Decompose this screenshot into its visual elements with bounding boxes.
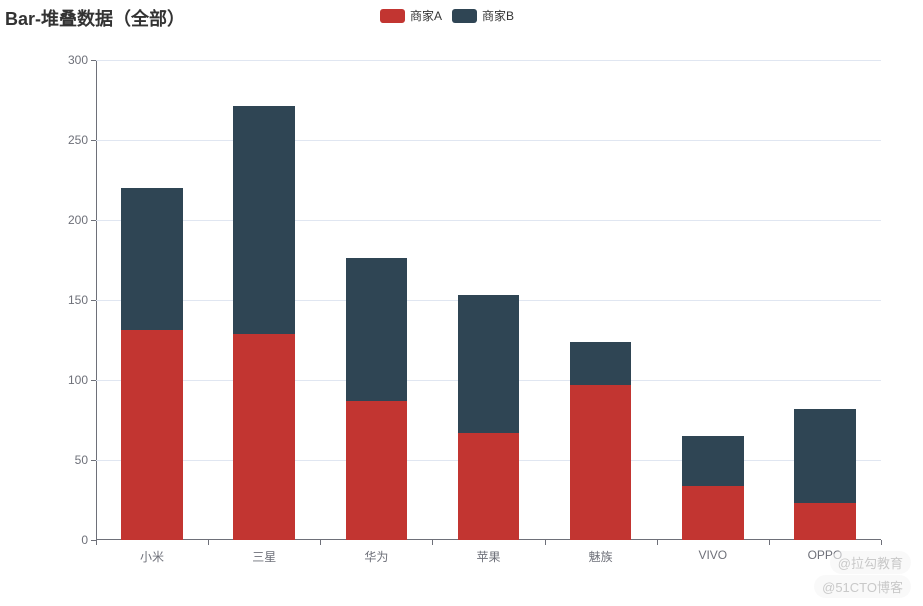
y-tick-label: 0 [81,533,88,547]
grid-line [96,140,881,141]
x-tick [769,540,770,545]
legend-swatch [452,9,477,23]
watermark: @51CTO博客 [814,575,911,598]
plot-area: 050100150200250300小米三星华为苹果魅族VIVOOPPO [96,60,881,540]
x-tick [881,540,882,545]
y-tick [91,380,96,381]
watermark: @拉勾教育 [830,551,911,574]
x-tick [432,540,433,545]
y-tick-label: 50 [75,453,88,467]
x-tick-label: 小米 [140,548,164,565]
legend-label: 商家A [410,7,442,24]
legend-swatch [380,9,405,23]
grid-line [96,60,881,61]
bar-segment-商家B[interactable] [233,106,295,333]
y-tick [91,140,96,141]
bar-segment-商家A[interactable] [570,385,632,540]
bar-segment-商家A[interactable] [233,334,295,540]
x-tick [208,540,209,545]
y-tick-label: 150 [68,293,88,307]
x-tick [320,540,321,545]
bar-segment-商家A[interactable] [458,433,520,540]
bar-segment-商家B[interactable] [794,409,856,503]
y-tick-label: 200 [68,213,88,227]
y-tick [91,460,96,461]
legend-item-0[interactable]: 商家A [380,7,442,24]
y-tick [91,60,96,61]
bar-segment-商家B[interactable] [121,188,183,330]
bar-segment-商家B[interactable] [458,295,520,433]
chart-title: Bar-堆叠数据（全部） [5,5,185,31]
legend-label: 商家B [482,7,514,24]
y-tick [91,300,96,301]
legend: 商家A 商家B [380,7,514,24]
legend-item-1[interactable]: 商家B [452,7,514,24]
y-tick [91,220,96,221]
y-tick-label: 100 [68,373,88,387]
bar-segment-商家A[interactable] [121,330,183,540]
y-tick-label: 250 [68,133,88,147]
bar-segment-商家B[interactable] [570,342,632,385]
bar-segment-商家A[interactable] [794,503,856,540]
bar-segment-商家B[interactable] [346,258,408,400]
x-tick-label: 三星 [252,548,276,565]
x-tick-label: 苹果 [476,548,500,565]
bar-segment-商家B[interactable] [682,436,744,486]
x-tick [657,540,658,545]
y-tick-label: 300 [68,53,88,67]
bar-segment-商家A[interactable] [682,486,744,540]
x-tick [545,540,546,545]
x-tick-label: 华为 [364,548,388,565]
bar-segment-商家A[interactable] [346,401,408,540]
x-tick [96,540,97,545]
x-tick-label: 魅族 [589,548,613,565]
grid-line [96,220,881,221]
x-tick-label: VIVO [698,548,727,562]
